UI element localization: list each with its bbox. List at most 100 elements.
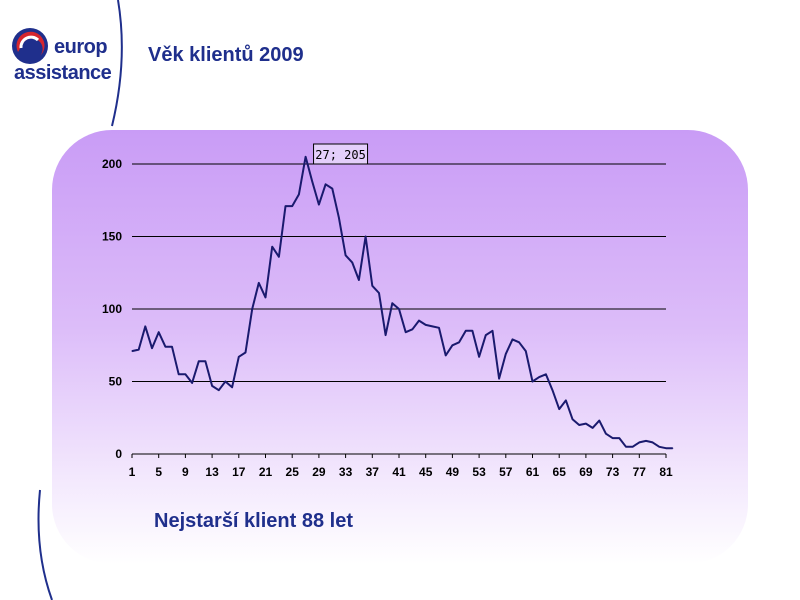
x-tick-label: 57 xyxy=(499,465,513,479)
x-tick-label: 9 xyxy=(182,465,189,479)
data-point xyxy=(425,324,427,326)
logo-mark-icon xyxy=(12,28,48,64)
data-point xyxy=(391,302,393,304)
x-tick-label: 1 xyxy=(129,465,136,479)
data-point xyxy=(451,344,453,346)
data-point xyxy=(498,378,500,380)
y-tick-label: 150 xyxy=(102,230,122,244)
data-point xyxy=(411,328,413,330)
data-point xyxy=(565,399,567,401)
data-point xyxy=(525,350,527,352)
data-point xyxy=(198,360,200,362)
x-tick-label: 25 xyxy=(286,465,300,479)
data-point xyxy=(238,356,240,358)
data-point xyxy=(605,433,607,435)
y-tick-label: 50 xyxy=(109,375,123,389)
data-point xyxy=(171,346,173,348)
data-point xyxy=(164,346,166,348)
data-point xyxy=(231,386,233,388)
data-point xyxy=(365,235,367,238)
peak-annotation-label: 27; 205 xyxy=(315,148,366,162)
data-point xyxy=(418,320,420,322)
data-point xyxy=(471,330,474,332)
x-tick-label: 37 xyxy=(366,465,380,479)
x-tick-label: 65 xyxy=(553,465,567,479)
data-point xyxy=(278,256,280,258)
logo-word-europ: europ xyxy=(54,36,108,58)
data-point xyxy=(311,180,313,182)
data-point xyxy=(551,389,554,391)
data-point xyxy=(645,440,647,442)
peak-annotation-box xyxy=(313,143,369,165)
series-line xyxy=(131,155,673,450)
data-point xyxy=(405,331,407,333)
data-point xyxy=(191,382,193,384)
data-point xyxy=(478,356,480,358)
x-tick-label: 21 xyxy=(259,465,273,479)
data-point xyxy=(511,338,514,341)
data-point xyxy=(438,327,440,329)
data-point xyxy=(371,285,373,287)
x-tick-label: 13 xyxy=(205,465,219,479)
x-tick-label: 81 xyxy=(659,465,673,479)
data-point xyxy=(218,389,220,391)
x-tick-label: 69 xyxy=(579,465,593,479)
data-point xyxy=(144,325,146,327)
x-tick-label: 17 xyxy=(232,465,246,479)
data-point xyxy=(431,325,433,327)
data-point xyxy=(625,446,627,448)
data-point xyxy=(658,446,660,448)
data-point xyxy=(378,292,380,294)
data-point xyxy=(465,330,467,332)
data-point xyxy=(458,341,460,343)
x-tick-label: 5 xyxy=(155,465,162,479)
data-point xyxy=(652,441,654,443)
data-point xyxy=(538,376,540,378)
data-point xyxy=(578,424,580,426)
data-point xyxy=(531,380,534,383)
y-tick-label: 0 xyxy=(115,447,122,461)
data-point xyxy=(351,262,353,264)
data-point xyxy=(271,246,273,248)
data-point xyxy=(184,373,186,375)
data-point xyxy=(324,183,327,185)
data-point xyxy=(224,380,227,383)
data-point xyxy=(178,373,180,375)
data-point xyxy=(345,254,347,256)
data-point xyxy=(632,446,634,448)
data-point xyxy=(385,334,387,336)
data-point xyxy=(358,279,360,281)
x-tick-label: 73 xyxy=(606,465,620,479)
data-point xyxy=(445,354,447,356)
data-point xyxy=(138,349,140,351)
data-point xyxy=(244,351,247,354)
data-point xyxy=(204,360,207,362)
data-point xyxy=(291,205,293,207)
data-point xyxy=(598,420,600,422)
data-point xyxy=(298,193,300,196)
data-point xyxy=(485,334,487,336)
x-tick-label: 77 xyxy=(633,465,647,479)
data-point xyxy=(571,418,574,420)
x-tick-label: 41 xyxy=(392,465,406,479)
x-tick-label: 45 xyxy=(419,465,433,479)
data-point xyxy=(618,437,620,439)
data-point xyxy=(258,282,260,284)
data-point xyxy=(591,427,594,429)
x-tick-label: 29 xyxy=(312,465,326,479)
x-tick-label: 61 xyxy=(526,465,540,479)
data-point xyxy=(398,308,400,310)
data-point xyxy=(558,408,560,410)
oldest-client-note: Nejstarší klient 88 let xyxy=(154,510,353,532)
data-point xyxy=(585,422,587,425)
age-line-chart: 0 50 100 150 200 1 5 9 13 17 21 25 29 33 37 41 45 49 53 57 6… xyxy=(102,143,674,479)
x-tick-label: 33 xyxy=(339,465,353,479)
data-point xyxy=(318,204,320,206)
x-tick-label: 53 xyxy=(472,465,486,479)
data-point xyxy=(338,217,340,219)
europ-assistance-logo: europ assistance xyxy=(10,26,112,86)
data-point xyxy=(665,447,667,449)
logo-word-assistance: assistance xyxy=(14,62,112,84)
data-point xyxy=(612,437,614,439)
